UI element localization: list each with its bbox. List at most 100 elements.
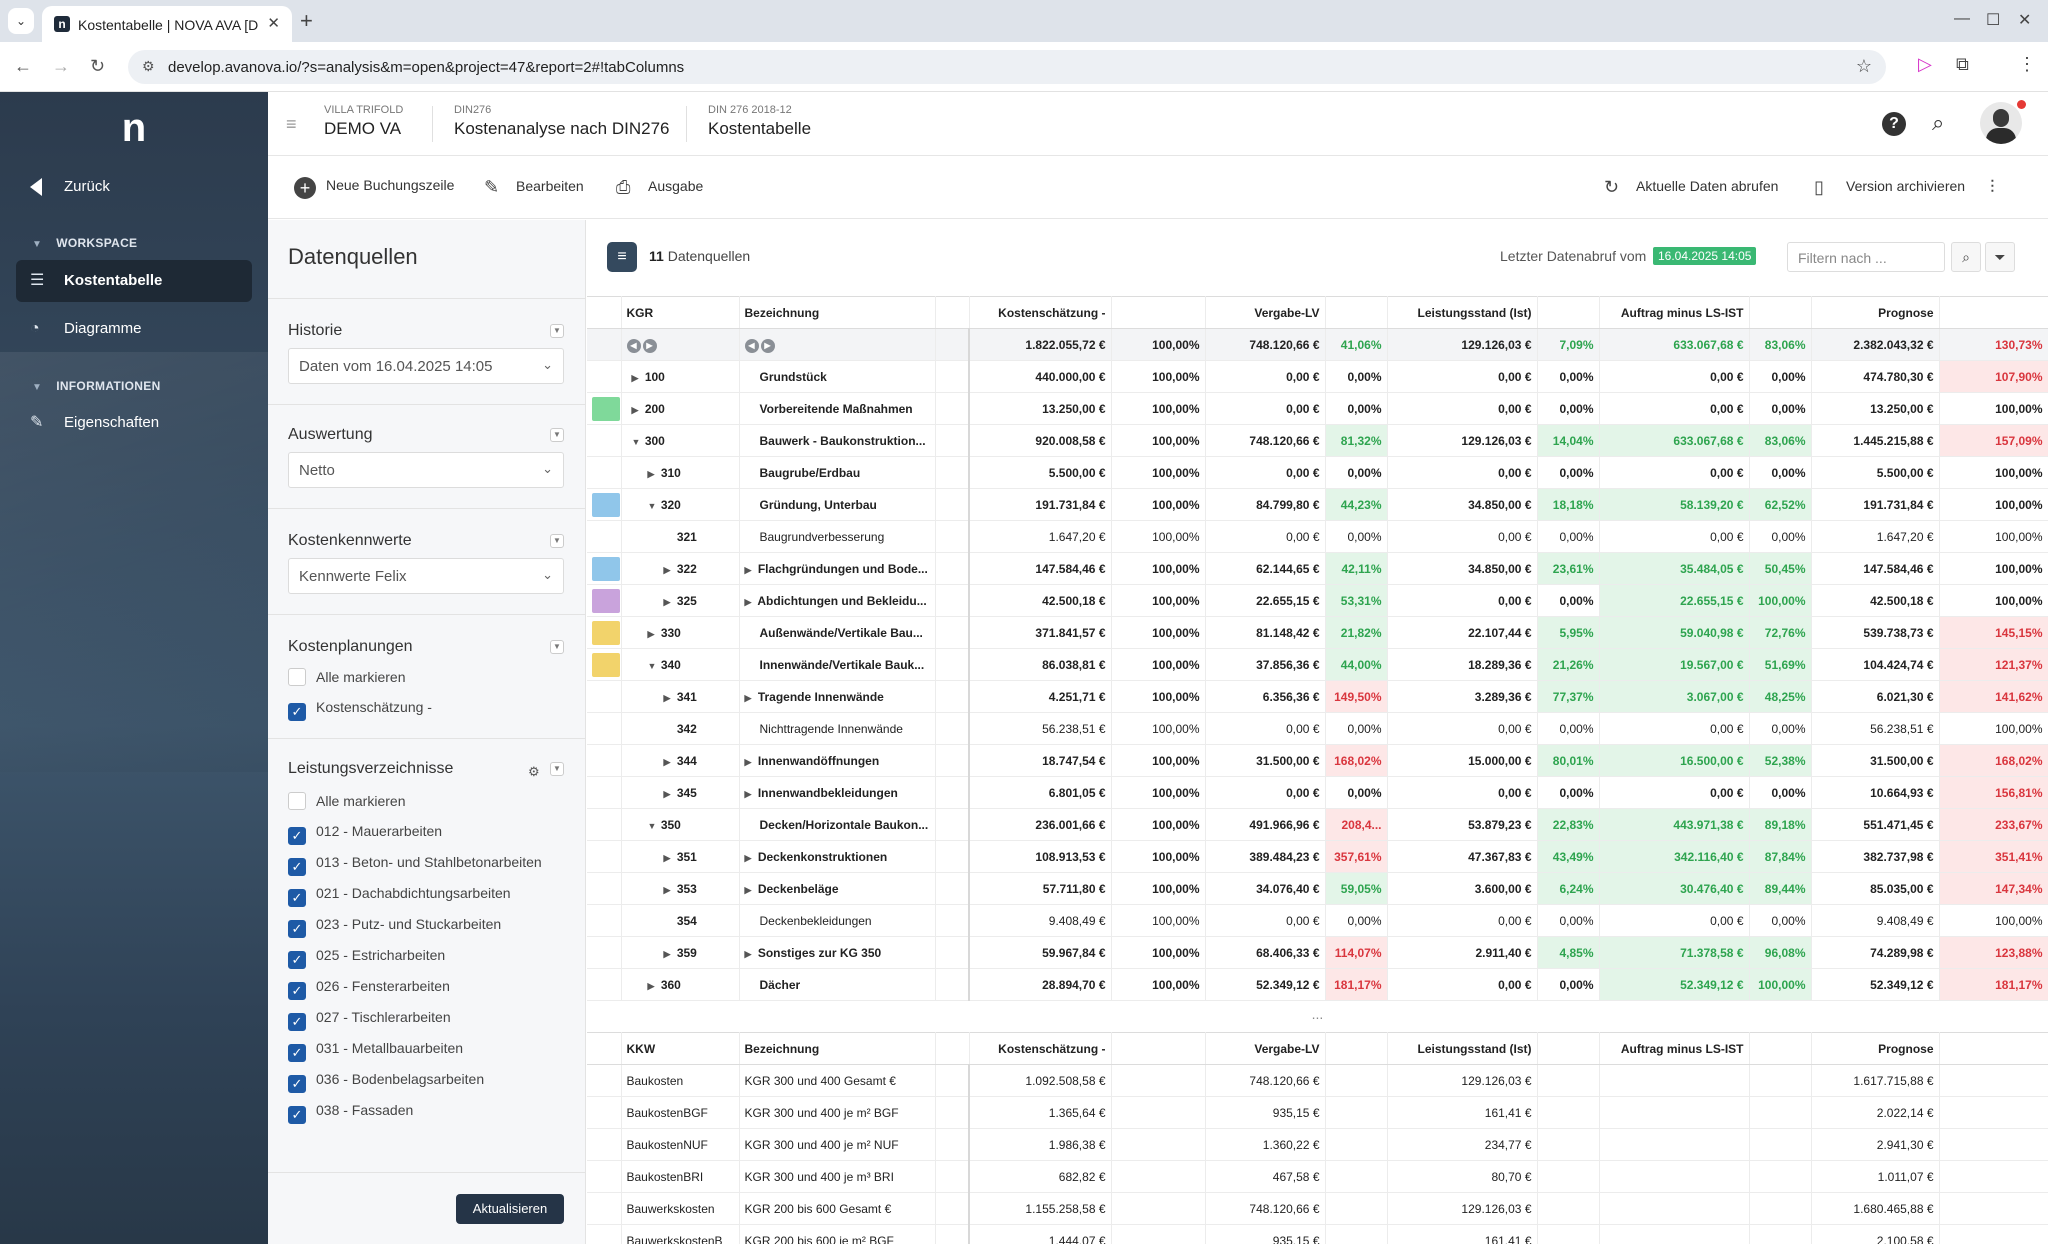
lv-checkbox[interactable]: ✓ 036 - Bodenbelagsarbeiten [288, 1071, 484, 1093]
table-row[interactable]: ▼ 320 Gründung, Unterbau 191.731,84 €100,… [587, 488, 2048, 521]
expand-caret-icon[interactable]: ▶ [744, 948, 752, 959]
chevron-left-icon[interactable]: ◀ [626, 338, 641, 353]
kkw-row[interactable]: BaukostenNUF KGR 300 und 400 je m² NUF 1.9… [587, 1128, 2048, 1161]
expand-caret-icon[interactable]: ▶ [744, 852, 752, 863]
expand-caret-icon[interactable]: ▶ [663, 884, 671, 895]
expand-caret-icon[interactable]: ▶ [663, 948, 671, 959]
edit-button[interactable]: ✎ Bearbeiten [484, 177, 584, 198]
kkw-row[interactable]: BaukostenBGF KGR 300 und 400 je m² BGF 1.3… [587, 1096, 2048, 1129]
expand-caret-icon[interactable]: ▶ [647, 628, 655, 639]
table-row[interactable]: ▼ 300 Bauwerk - Baukonstruktion... 920.00… [587, 424, 2048, 457]
lv-checkbox[interactable]: ✓ 038 - Fassaden [288, 1102, 413, 1124]
lv-checkbox[interactable]: ✓ 031 - Metallbauarbeiten [288, 1040, 463, 1062]
avatar[interactable] [1980, 102, 2022, 144]
expand-caret-icon[interactable]: ▶ [647, 980, 655, 991]
filter-input[interactable]: Filtern nach ... [1787, 242, 1945, 272]
table-row[interactable]: 342 Nichttragende Innenwände 56.238,51 €1… [587, 712, 2048, 745]
gear-icon[interactable]: ⚙ [528, 764, 540, 779]
breadcrumb-project[interactable]: VILLA TRIFOLD DEMO VA [324, 104, 403, 139]
col-kgr[interactable]: KGR [621, 296, 740, 329]
table-row[interactable]: ▶ 100 Grundstück 440.000,00 €100,00% 0,00 … [587, 360, 2048, 393]
lv-checkbox[interactable]: ✓ 023 - Putz- und Stuckarbeiten [288, 916, 501, 938]
menu-toggle-icon[interactable]: ≡ [286, 114, 297, 134]
section-informationen[interactable]: ▼ INFORMATIONEN [32, 379, 161, 393]
lv-checkbox[interactable]: ✓ 025 - Estricharbeiten [288, 947, 445, 969]
table-row[interactable]: ▶ 351 ▶ Deckenkonstruktionen 108.913,53 €1… [587, 840, 2048, 873]
search-icon[interactable]: ⌕ [1932, 110, 1945, 135]
col-vergabe[interactable]: Vergabe-LV [1205, 1032, 1326, 1065]
tab-search-chevron-icon[interactable]: ⌄ [8, 8, 34, 34]
table-row[interactable]: ▶ 322 ▶ Flachgründungen und Bode... 147.58… [587, 552, 2048, 585]
col-leistungsstand[interactable]: Leistungsstand (Ist) [1387, 1032, 1538, 1065]
sidebar-item-eigenschaften[interactable]: ✎ Eigenschaften [16, 402, 252, 444]
chevron-right-icon[interactable]: ▶ [642, 338, 657, 353]
chevron-down-icon[interactable]: ▼ [550, 762, 564, 776]
select-all-plans-checkbox[interactable]: Alle markieren [288, 668, 405, 686]
chevron-down-icon[interactable]: ▼ [550, 428, 564, 442]
browser-tab[interactable]: n Kostentabelle | NOVA AVA [DEV ✕ [42, 6, 292, 42]
update-button[interactable]: Aktualisieren [456, 1194, 564, 1224]
expand-caret-icon[interactable]: ▶ [647, 468, 655, 479]
auswertung-select[interactable]: Netto ⌄ [288, 452, 564, 488]
table-row[interactable]: ▶ 345 ▶ Innenwandbekleidungen 6.801,05 €10… [587, 776, 2048, 809]
select-all-lv-checkbox[interactable]: Alle markieren [288, 792, 405, 810]
chevron-down-icon[interactable]: ▼ [550, 640, 564, 654]
section-workspace[interactable]: ▼ WORKSPACE [32, 236, 137, 250]
expand-caret-icon[interactable]: ▶ [663, 564, 671, 575]
kkw-row[interactable]: Baukosten KGR 300 und 400 Gesamt € 1.092.5… [587, 1064, 2048, 1097]
expand-caret-icon[interactable]: ▶ [744, 564, 752, 575]
col-kkw[interactable]: KKW [621, 1032, 740, 1065]
col-vergabe[interactable]: Vergabe-LV [1205, 296, 1326, 329]
collapse-caret-icon[interactable]: ▼ [647, 500, 657, 511]
kostenschaetzung-checkbox[interactable]: ✓ Kostenschätzung - [288, 699, 432, 721]
tab-close-icon[interactable]: ✕ [267, 15, 280, 32]
expand-caret-icon[interactable]: ▶ [631, 372, 639, 383]
back-arrow-icon[interactable]: ← [14, 56, 32, 76]
help-icon[interactable]: ? [1882, 112, 1906, 136]
table-row[interactable]: ▶ 353 ▶ Deckenbeläge 57.711,80 €100,00% 34.… [587, 872, 2048, 905]
table-row[interactable]: ▶ 325 ▶ Abdichtungen und Bekleidu... 42.50… [587, 584, 2048, 617]
expand-caret-icon[interactable]: ▶ [663, 852, 671, 863]
table-row[interactable]: ▶ 344 ▶ Innenwandöffnungen 18.747,54 €100,… [587, 744, 2048, 777]
collapse-caret-icon[interactable]: ▼ [631, 436, 641, 447]
new-row-button[interactable]: + Neue Buchungszeile [294, 177, 454, 199]
lv-checkbox[interactable]: ✓ 013 - Beton- und Stahlbetonarbeiten [288, 854, 542, 876]
lv-checkbox[interactable]: ✓ 026 - Fensterarbeiten [288, 978, 450, 1000]
col-auftrag[interactable]: Auftrag minus LS-IST [1599, 296, 1750, 329]
site-settings-icon[interactable]: ⚙ [142, 58, 155, 74]
breadcrumb-analysis[interactable]: DIN276 Kostenanalyse nach DIN276 [454, 104, 669, 139]
table-row[interactable]: ▶ 359 ▶ Sonstiges zur KG 350 59.967,84 €10… [587, 936, 2048, 969]
column-settings-icon[interactable]: ⫶ [1990, 177, 2022, 198]
lv-checkbox[interactable]: ✓ 012 - Mauerarbeiten [288, 823, 442, 845]
col-bezeichnung[interactable]: Bezeichnung [739, 296, 936, 329]
chevron-right-icon[interactable]: ▶ [760, 338, 775, 353]
col-bezeichnung[interactable]: Bezeichnung [739, 1032, 936, 1065]
extension-icon[interactable]: ▷ [1918, 54, 1932, 74]
col-kostenschaetzung[interactable]: Kostenschätzung - [969, 1032, 1112, 1065]
archive-version-button[interactable]: ▯ Version archivieren [1814, 177, 1965, 198]
kkw-row[interactable]: Bauwerkskosten KGR 200 bis 600 Gesamt € 1.… [587, 1192, 2048, 1225]
col-auftrag[interactable]: Auftrag minus LS-IST [1599, 1032, 1750, 1065]
expand-caret-icon[interactable]: ▶ [744, 788, 752, 799]
browser-menu-icon[interactable]: ⋮ [2018, 54, 2036, 74]
table-row[interactable]: ▶ 200 Vorbereitende Maßnahmen 13.250,00 €… [587, 392, 2048, 425]
expand-caret-icon[interactable]: ▶ [744, 692, 752, 703]
reload-icon[interactable]: ↻ [90, 56, 106, 76]
search-icon[interactable]: ⌕ [1951, 242, 1981, 272]
table-row[interactable]: ▶ 341 ▶ Tragende Innenwände 4.251,71 €100,… [587, 680, 2048, 713]
chevron-left-icon[interactable]: ◀ [744, 338, 759, 353]
historie-select[interactable]: Daten vom 16.04.2025 14:05 ⌄ [288, 348, 564, 384]
extensions-puzzle-icon[interactable]: ⧉ [1956, 54, 1969, 74]
table-row[interactable]: ▶ 310 Baugrube/Erdbau 5.500,00 €100,00% 0,… [587, 456, 2048, 489]
bookmark-star-icon[interactable]: ☆ [1855, 56, 1872, 76]
expand-caret-icon[interactable]: ▶ [744, 884, 752, 895]
collapse-caret-icon[interactable]: ▼ [647, 820, 657, 831]
expand-caret-icon[interactable]: ▶ [663, 596, 671, 607]
expand-caret-icon[interactable]: ▶ [663, 692, 671, 703]
maximize-icon[interactable]: ☐ [1986, 12, 2001, 29]
refresh-data-button[interactable]: ↻ Aktuelle Daten abrufen [1604, 177, 1778, 198]
back-link[interactable]: Zurück [30, 178, 110, 197]
nova-logo[interactable]: n [121, 106, 147, 150]
sidebar-item-kostentabelle[interactable]: ☰ Kostentabelle [16, 260, 252, 302]
expand-caret-icon[interactable]: ▶ [663, 788, 671, 799]
